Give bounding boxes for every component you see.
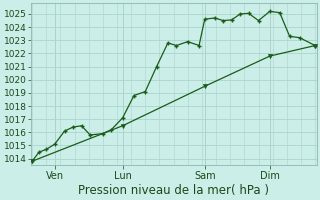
X-axis label: Pression niveau de la mer( hPa ): Pression niveau de la mer( hPa )	[78, 184, 269, 197]
